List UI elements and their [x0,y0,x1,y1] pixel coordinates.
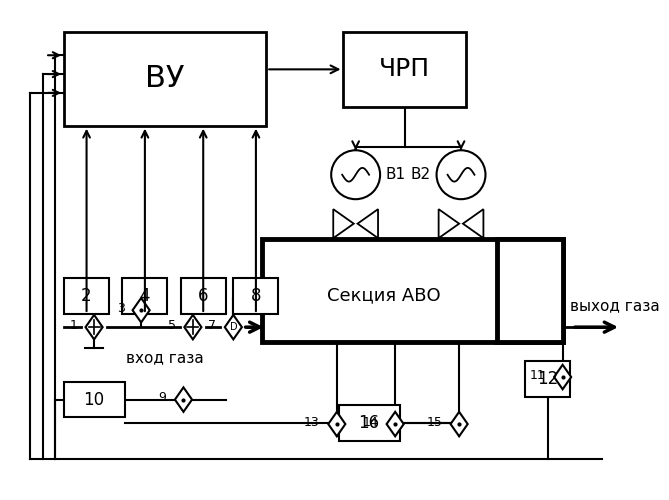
Text: 9: 9 [159,391,167,404]
Bar [64,382,125,418]
Bar [343,32,466,107]
Polygon shape [554,365,571,389]
Text: 11: 11 [530,368,546,382]
Text: 3: 3 [117,302,125,315]
Polygon shape [439,209,459,238]
Text: 5: 5 [168,319,176,332]
Polygon shape [86,315,102,340]
Text: ВУ: ВУ [145,64,185,94]
Polygon shape [132,298,150,322]
Bar [64,32,266,126]
Polygon shape [333,209,354,238]
Text: выход газа: выход газа [570,298,660,313]
Bar [122,278,167,314]
Polygon shape [451,412,468,436]
Circle shape [331,150,380,199]
Bar [497,238,563,342]
Text: Секция АВО: Секция АВО [327,286,441,304]
Text: В1: В1 [386,167,406,182]
Polygon shape [225,315,242,340]
Text: 13: 13 [304,416,320,428]
Text: 4: 4 [140,287,150,305]
Bar [181,278,226,314]
Text: D: D [229,322,237,332]
Text: 16: 16 [359,414,379,432]
Polygon shape [463,209,484,238]
Polygon shape [175,388,192,412]
Bar [525,361,570,397]
Bar [339,405,400,441]
Text: 2: 2 [81,287,92,305]
Polygon shape [185,315,201,340]
Polygon shape [387,412,403,436]
Bar [233,278,278,314]
Text: 10: 10 [84,390,104,408]
Bar [64,278,109,314]
Circle shape [437,150,486,199]
Bar [262,238,563,342]
Text: 12: 12 [537,370,558,388]
Text: 7: 7 [209,319,216,332]
Polygon shape [357,209,378,238]
Text: вход газа: вход газа [126,350,203,366]
Text: В2: В2 [411,167,431,182]
Text: 8: 8 [251,287,261,305]
Text: 15: 15 [426,416,442,428]
Text: 1: 1 [70,319,77,332]
Text: 6: 6 [198,287,209,305]
Text: ЧРП: ЧРП [379,58,430,82]
Text: 14: 14 [363,416,378,428]
Polygon shape [328,412,345,436]
